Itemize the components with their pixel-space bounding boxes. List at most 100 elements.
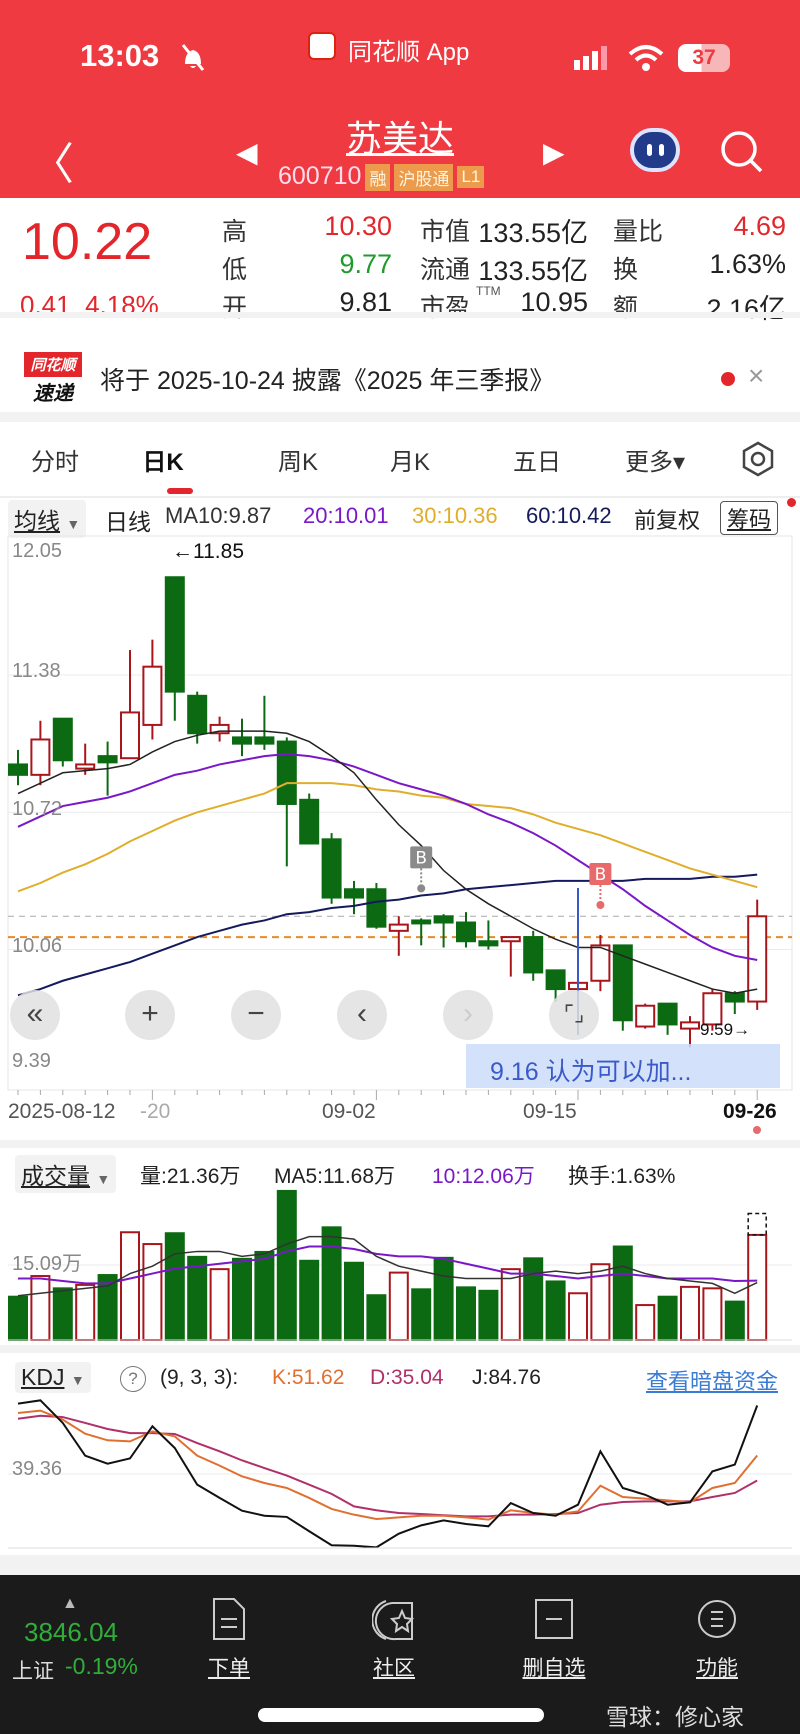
volume-bar <box>164 1232 185 1341</box>
signal-tooltip[interactable]: 9.16 认为可以加... <box>466 1044 780 1088</box>
kdj-selector[interactable]: KDJ ▼ <box>15 1362 91 1393</box>
volume-bar <box>30 1275 51 1342</box>
stat-value: 4.69 <box>733 211 786 241</box>
stat-value: 133.55亿 <box>478 218 588 248</box>
max-price-label: ←11.85 <box>172 540 244 563</box>
ma10-line <box>17 730 758 995</box>
candle <box>500 936 521 977</box>
indicator-selector[interactable]: 均线 ▼ <box>8 500 87 538</box>
tab-2[interactable]: 周K <box>277 449 319 476</box>
ma60-value: 60:10.42 <box>526 503 612 528</box>
toolbar-label: 功能 <box>696 1657 738 1680</box>
status-time: 13:03 <box>80 38 160 73</box>
volume-bar <box>747 1233 768 1342</box>
volume-bar <box>500 1268 521 1341</box>
signal-icon <box>574 46 607 70</box>
buy-signal-marker[interactable]: B <box>589 863 612 909</box>
candle <box>142 639 163 740</box>
stat-label: 低 <box>222 256 248 284</box>
stock-code-row: 600710 融沪股通 L1 <box>278 162 485 191</box>
toolbar-order[interactable]: 下单 <box>179 1597 279 1682</box>
toolbar-menu[interactable]: 功能 <box>667 1597 767 1682</box>
settings-gear-icon[interactable] <box>740 441 776 477</box>
candle <box>164 576 185 721</box>
candle <box>276 737 297 867</box>
notice-logo: 同花顺 速递 <box>24 352 82 406</box>
remove-watchlist-icon <box>534 1599 574 1645</box>
watermark: 雪球：修心家 <box>606 1704 744 1730</box>
volume-bar <box>478 1289 499 1342</box>
candle <box>8 749 28 786</box>
volume-bar <box>344 1261 364 1341</box>
toolbar-community[interactable]: 社区 <box>344 1597 444 1682</box>
chips-button[interactable]: 筹码 <box>720 501 779 535</box>
badge-stock-connect: 沪股通 <box>394 163 454 191</box>
volume-bar <box>545 1280 566 1342</box>
dark-pool-link[interactable]: 查看暗盘资金 <box>646 1369 779 1394</box>
volume-bar <box>433 1256 454 1342</box>
index-value[interactable]: 3846.04 <box>24 1617 118 1647</box>
scroll-left-icon[interactable]: ‹ <box>337 990 387 1040</box>
kdj-j-value: J:84.76 <box>472 1366 541 1389</box>
kdj-params: (9, 3, 3): <box>160 1366 239 1389</box>
chips-dot <box>787 498 796 507</box>
adjust-label[interactable]: 前复权 <box>634 508 701 533</box>
back-icon[interactable]: 〈 <box>30 140 74 189</box>
tab-0[interactable]: 分时 <box>31 449 79 476</box>
next-stock-icon[interactable]: ▶ <box>543 137 565 168</box>
scroll-right-icon[interactable]: › <box>443 990 493 1040</box>
tab-3[interactable]: 月K <box>389 449 431 476</box>
candle <box>366 883 387 929</box>
volume-bar <box>232 1257 252 1341</box>
stock-code: 600710 <box>278 162 362 190</box>
candle <box>232 718 252 757</box>
volume-ma5: MA5:11.68万 <box>274 1165 396 1188</box>
date-tick: -20 <box>140 1100 171 1123</box>
volume-bar <box>657 1295 678 1341</box>
tab-4[interactable]: 五日 <box>513 449 561 476</box>
candle <box>680 1016 700 1048</box>
toolbar-label: 下单 <box>208 1657 250 1680</box>
zoom-out-icon[interactable]: − <box>231 990 281 1040</box>
stock-name[interactable]: 苏美达 <box>345 118 455 159</box>
app-icon <box>308 32 336 60</box>
volume-bar <box>523 1257 544 1341</box>
crosshair-icon[interactable]: ⌜⌟ <box>549 990 599 1040</box>
battery-icon: 37 <box>678 44 730 72</box>
help-icon[interactable]: ? <box>120 1366 146 1392</box>
volume-bar <box>8 1295 28 1341</box>
search-icon[interactable] <box>720 130 764 174</box>
svg-text:B: B <box>595 865 607 885</box>
fast-back-icon[interactable]: « <box>10 990 60 1040</box>
close-icon[interactable]: × <box>748 360 765 391</box>
prev-stock-icon[interactable]: ◀ <box>236 137 258 168</box>
volume-bar <box>635 1304 656 1341</box>
buy-signal-marker[interactable]: B <box>410 846 433 893</box>
projected-volume-bar <box>747 1212 767 1236</box>
date-tick: 09-15 <box>523 1100 577 1123</box>
ma10-value: MA10:9.87 <box>165 503 272 528</box>
candle <box>747 899 768 1010</box>
volume-bar <box>97 1274 118 1342</box>
volume-bar <box>209 1268 230 1341</box>
tab-1[interactable]: 日K <box>142 449 184 476</box>
candle <box>209 716 230 742</box>
kdj-k-value: K:51.62 <box>272 1366 345 1389</box>
notice-text[interactable]: 将于 2025-10-24 披露《2025 年三季报》 <box>100 367 555 395</box>
stat-sup: TTM <box>476 284 501 298</box>
candle <box>478 920 499 950</box>
notice-unread-dot <box>721 372 735 386</box>
volume-bar <box>388 1271 409 1341</box>
current-price: 10.22 <box>22 213 153 271</box>
zoom-in-icon[interactable]: + <box>125 990 175 1040</box>
volume-selector[interactable]: 成交量 ▼ <box>15 1155 117 1193</box>
robot-assistant-icon[interactable] <box>630 128 680 172</box>
badge-level1: L1 <box>457 166 485 189</box>
volume-bar <box>187 1255 208 1342</box>
app-header: 13:03 同花顺 App 37 〈 ◀ 苏美达 ▶ 600710 融沪股通 L1 <box>0 0 800 198</box>
volume-ma5-line <box>17 1235 758 1297</box>
tab-5[interactable]: 更多▾ <box>624 449 686 476</box>
toolbar-remove-watchlist[interactable]: 删自选 <box>504 1597 604 1682</box>
index-name: 上证 <box>12 1660 54 1683</box>
